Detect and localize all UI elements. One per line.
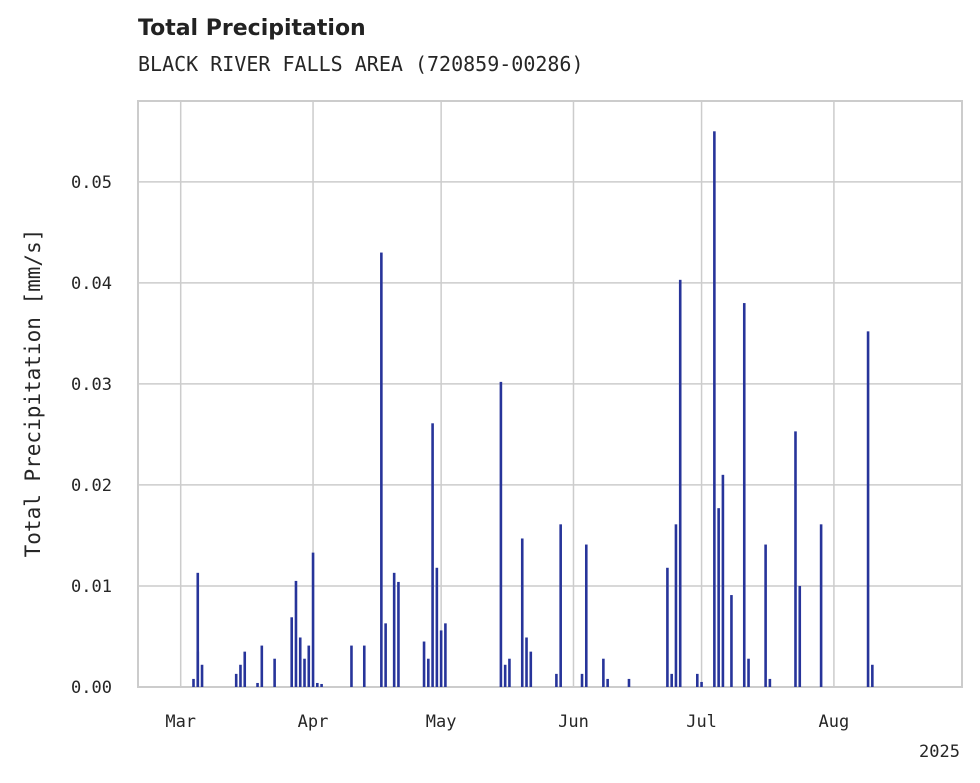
x-tick-label: Aug: [819, 712, 850, 732]
precipitation-bar: [503, 664, 507, 687]
precipitation-bar: [422, 641, 426, 687]
x-tick-label: Jul: [686, 712, 717, 732]
precipitation-bar: [234, 673, 238, 687]
precipitation-bar: [670, 673, 673, 687]
x-tick-label: Jun: [558, 712, 589, 732]
y-tick-label: 0.00: [71, 678, 112, 698]
precipitation-bar: [721, 474, 725, 687]
precipitation-bar: [666, 567, 669, 687]
precipitation-bar: [696, 673, 699, 687]
precipitation-bar: [529, 651, 533, 687]
precipitation-bar: [431, 423, 434, 687]
precipitation-bar: [307, 645, 311, 687]
y-tick-label: 0.02: [71, 476, 112, 496]
precipitation-bar: [316, 682, 319, 687]
precipitation-bar: [294, 580, 298, 687]
x-tick-label: Apr: [298, 712, 329, 732]
precipitation-bar: [798, 585, 802, 687]
precipitation-bar: [819, 524, 823, 687]
y-tick-label: 0.05: [71, 173, 112, 193]
precipitation-bar: [362, 645, 366, 687]
x-tick-label: Mar: [165, 712, 196, 732]
chart-title: Total Precipitation: [138, 16, 366, 41]
precipitation-bar: [606, 678, 609, 687]
precipitation-bar: [866, 331, 870, 687]
precipitation-bar: [384, 623, 387, 687]
precipitation-bar: [273, 658, 276, 687]
y-tick-label: 0.01: [71, 577, 112, 597]
precipitation-bar: [444, 623, 447, 687]
precipitation-bar: [730, 595, 733, 687]
precipitation-bar: [243, 651, 247, 687]
precipitation-bar: [555, 673, 558, 687]
precipitation-bar: [627, 678, 631, 687]
precipitation-bar: [674, 524, 678, 687]
precipitation-bar: [742, 303, 746, 687]
grid-lines: [138, 101, 962, 688]
precipitation-bar: [559, 524, 562, 687]
precipitation-bar: [580, 673, 584, 687]
x-tick-labels: Mar Apr May Jun Jul Aug: [165, 712, 849, 732]
precipitation-bar: [311, 552, 315, 687]
precipitation-bar: [320, 683, 323, 687]
y-tick-label: 0.04: [71, 274, 112, 294]
bars: [192, 131, 874, 688]
precipitation-bar: [525, 637, 528, 687]
precipitation-bar: [602, 658, 605, 687]
precipitation-bar: [794, 431, 797, 687]
precipitation-bar: [196, 572, 200, 687]
y-axis-label: Total Precipitation [mm/s]: [21, 229, 45, 558]
plot-frame: [137, 100, 963, 688]
precipitation-bar: [392, 572, 396, 687]
precipitation-bar: [380, 252, 383, 688]
precipitation-bar: [192, 678, 195, 687]
precipitation-bar: [439, 630, 443, 687]
precipitation-bar: [508, 658, 511, 687]
precipitation-bar: [764, 544, 767, 687]
precipitation-bar: [584, 544, 588, 687]
x-axis-year-label: 2025: [919, 742, 960, 762]
precipitation-bar: [200, 664, 204, 687]
precipitation-bar: [678, 279, 682, 687]
precipitation-bar: [768, 678, 772, 687]
precipitation-bar: [256, 682, 259, 687]
precipitation-bar: [298, 637, 302, 687]
precipitation-bar: [871, 664, 874, 687]
precipitation-bar: [290, 617, 293, 687]
precipitation-bar: [499, 381, 503, 687]
precipitation-bar: [303, 658, 306, 687]
precipitation-bar: [520, 538, 524, 687]
precipitation-bar: [260, 645, 264, 687]
precipitation-bar: [427, 658, 430, 687]
y-tick-label: 0.03: [71, 375, 112, 395]
precipitation-bar: [350, 645, 353, 687]
precipitation-bar: [700, 681, 703, 687]
precipitation-bar: [747, 658, 750, 687]
precipitation-bar: [397, 581, 400, 687]
precipitation-bar: [717, 508, 720, 687]
precipitation-bar: [435, 567, 439, 687]
x-tick-label: May: [426, 712, 457, 732]
y-tick-labels: 0.00 0.01 0.02 0.03 0.04 0.05: [71, 173, 112, 698]
chart-subtitle: BLACK RIVER FALLS AREA (720859-00286): [138, 52, 584, 76]
precipitation-bar: [713, 131, 716, 687]
precipitation-bar: [239, 664, 242, 687]
